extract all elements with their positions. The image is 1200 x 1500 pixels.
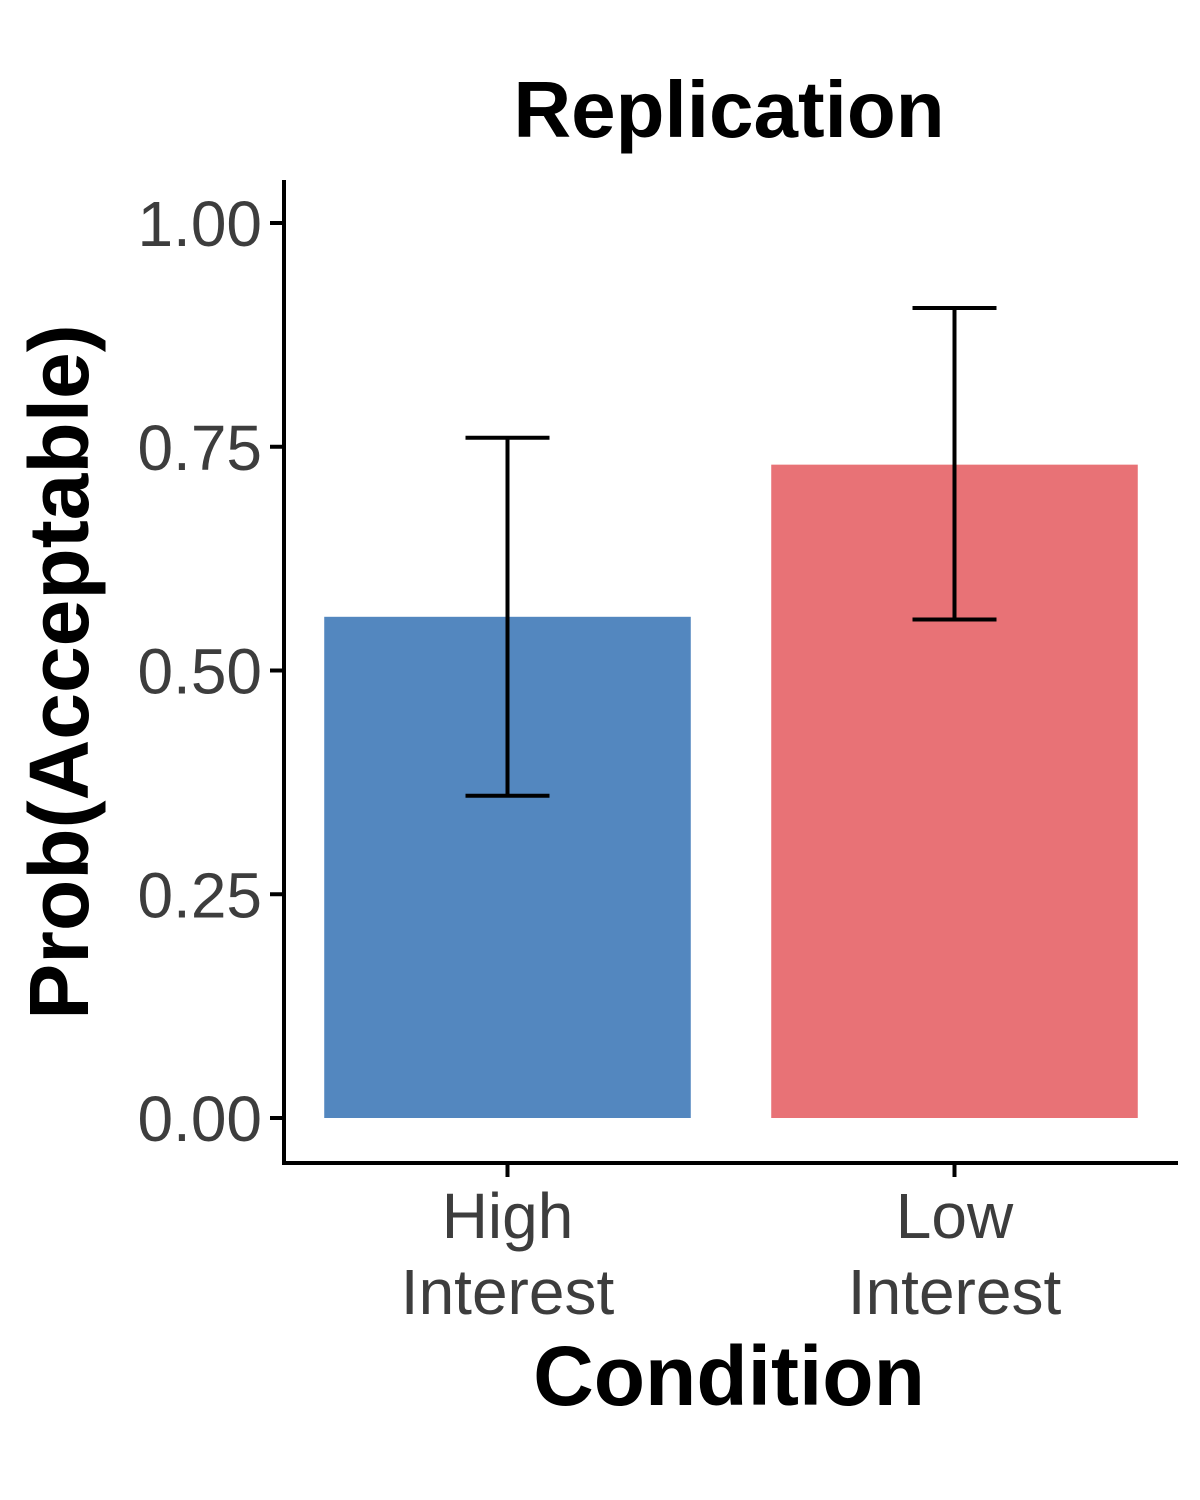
y-tick-label: 0.75	[137, 412, 262, 484]
y-tick-label: 0.25	[137, 859, 262, 931]
y-tick-label: 1.00	[137, 188, 262, 260]
y-axis: 0.00 0.25 0.50 0.75 1.00	[137, 180, 286, 1163]
x-tick-label-line: Interest	[848, 1256, 1062, 1328]
y-tick-label: 0.50	[137, 636, 262, 708]
error-bars-layer	[465, 306, 997, 798]
x-tick-label: Low Interest	[848, 1180, 1062, 1328]
x-tick-label-line: High	[442, 1180, 574, 1252]
chart-title: Replication	[513, 65, 944, 154]
x-tick-label-line: Low	[896, 1180, 1014, 1252]
y-tick-label: 0.00	[137, 1083, 262, 1155]
x-tick-label-line: Interest	[401, 1256, 615, 1328]
x-axis-title: Condition	[533, 1329, 925, 1423]
y-axis-title: Prob(Acceptable)	[12, 324, 106, 1019]
bars-layer	[324, 464, 1138, 1118]
x-tick-label: High Interest	[401, 1180, 615, 1328]
